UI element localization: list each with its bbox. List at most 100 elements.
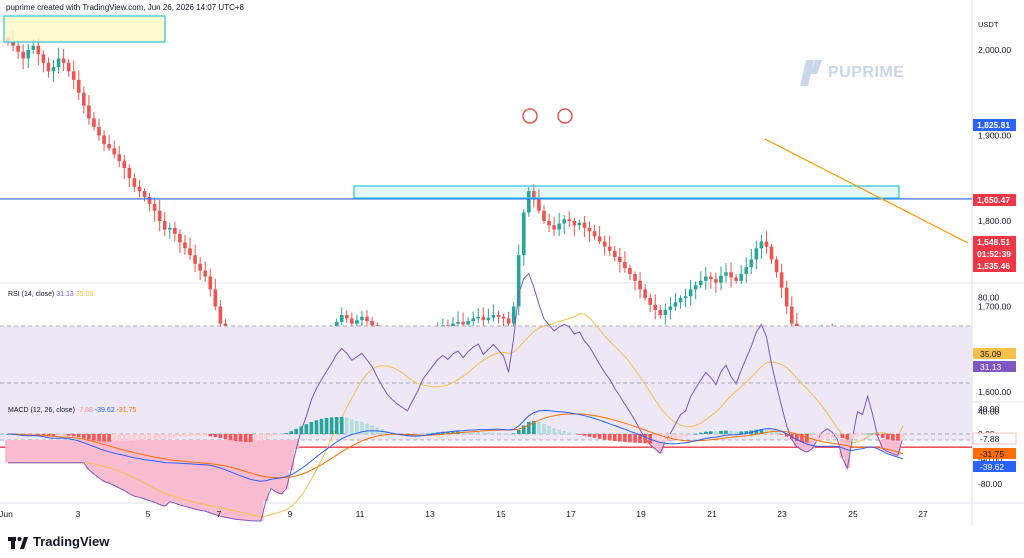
macd-hist-bar [350,419,354,434]
macd-hist-bar [466,431,470,434]
candle-up [724,272,728,276]
candle-up [668,306,673,310]
price-label: 1,535.46 [977,261,1010,271]
candle-down [658,309,663,316]
candle-down [127,167,132,179]
candle-down [532,191,536,200]
macd-hist-bar [784,434,789,437]
peak-circle-2 [557,108,573,124]
time-tick-label: 15 [496,509,506,519]
macd-hist-bar [425,433,430,435]
candle-up [703,276,708,281]
macd-hist-bar [759,428,764,434]
macd-hist-bar [264,434,268,440]
macd-hist-bar [112,434,116,442]
macd-hist-bar [137,434,142,441]
macd-hist-bar [183,434,187,437]
macd-hist-bar [46,434,51,437]
candle-up [471,318,475,322]
candle-down [76,79,81,93]
macd-hist-bar [269,434,273,437]
macd-hist-bar [729,430,733,434]
rsi-title: RSI (14, close) 31.13 35.09 [8,291,93,298]
macd-hist-bar [891,434,895,441]
macd-hist-bar [698,432,703,434]
macd-hist-bar [628,434,632,443]
time-tick-label: 5 [146,509,151,519]
candle-down [162,221,167,230]
candle-down [198,263,202,271]
rsi-tick-label: 40.00 [978,407,1000,417]
candle-down [122,161,127,168]
price-label-box [973,119,1016,131]
macd-hist-bar [36,434,41,436]
candle-down [592,231,597,237]
macd-hist-bar [51,434,56,437]
candle-down [36,45,41,55]
candle-down [612,250,617,257]
macd-hist-bar [597,434,602,439]
macd-hist-bar [587,434,592,437]
candle-down [87,105,91,119]
macd-hist-bar [567,432,572,434]
macd-hist-bar [355,420,359,434]
candle-up [355,320,359,324]
macd-hist-badge [972,432,1017,445]
time-tick-label: 3 [76,509,81,519]
macd-hist-bar [592,434,597,438]
macd-hist-bar [754,429,759,434]
macd-hist-bar [633,434,637,443]
macd-hist-bar [446,431,450,434]
macd-hist-bar [471,431,475,434]
candle-down [11,41,15,46]
macd-hist-bar [314,420,319,434]
rsi-ma-badge-text: 35.09 [980,349,1002,359]
macd-hist-bar [61,434,66,436]
macd-pane: MACD (12, 26, close) -7.88 -39.62 -31.75… [0,404,1017,489]
price-tick-label: 2,000.00 [978,45,1011,55]
highlight-box [3,15,166,43]
macd-hist-bar [516,429,521,434]
macd-hist-bar [774,431,779,434]
macd-hist-bar [198,434,202,437]
macd-hist-bar [481,432,486,434]
candle-up [451,323,455,328]
macd-hist-bar [491,432,496,434]
candle-down [152,203,157,211]
macd-hist-bar [769,430,774,434]
macd-hist-bar [663,434,668,443]
macd-hist-bar [825,434,829,439]
macd-hist-bar [506,433,511,435]
candle-down [97,126,101,136]
candle-down [218,306,223,324]
macd-hist-bar [324,417,329,434]
macd-hist-bar [840,434,845,439]
candle-up [739,274,743,281]
candle-down [92,118,96,127]
macd-hist-bar [142,434,147,440]
candle-up [683,296,688,298]
macd-hist-bar [527,421,531,434]
macd-tick-label: 40.00 [978,404,1000,414]
candle-up [31,45,36,50]
candle-up [456,321,460,324]
candle-down [461,321,465,325]
macd-hist-bar [299,426,304,434]
candle-down [71,71,76,80]
macd-hist-bar [607,434,612,441]
tradingview-logo[interactable]: TradingView [8,534,109,549]
macd-hist-bar [208,434,213,437]
macd-hist-bar [92,434,96,441]
candle-down [370,321,374,326]
macd-hist-bar [486,432,491,434]
macd-hist-bar [178,434,182,438]
rsi-line [8,272,904,522]
candle-down [729,272,733,278]
macd-hist-bar [577,434,582,435]
candle-down [173,227,177,234]
candle-down [178,233,182,243]
candle-down [623,262,627,269]
candle-up [491,315,496,318]
trendline [764,138,969,244]
